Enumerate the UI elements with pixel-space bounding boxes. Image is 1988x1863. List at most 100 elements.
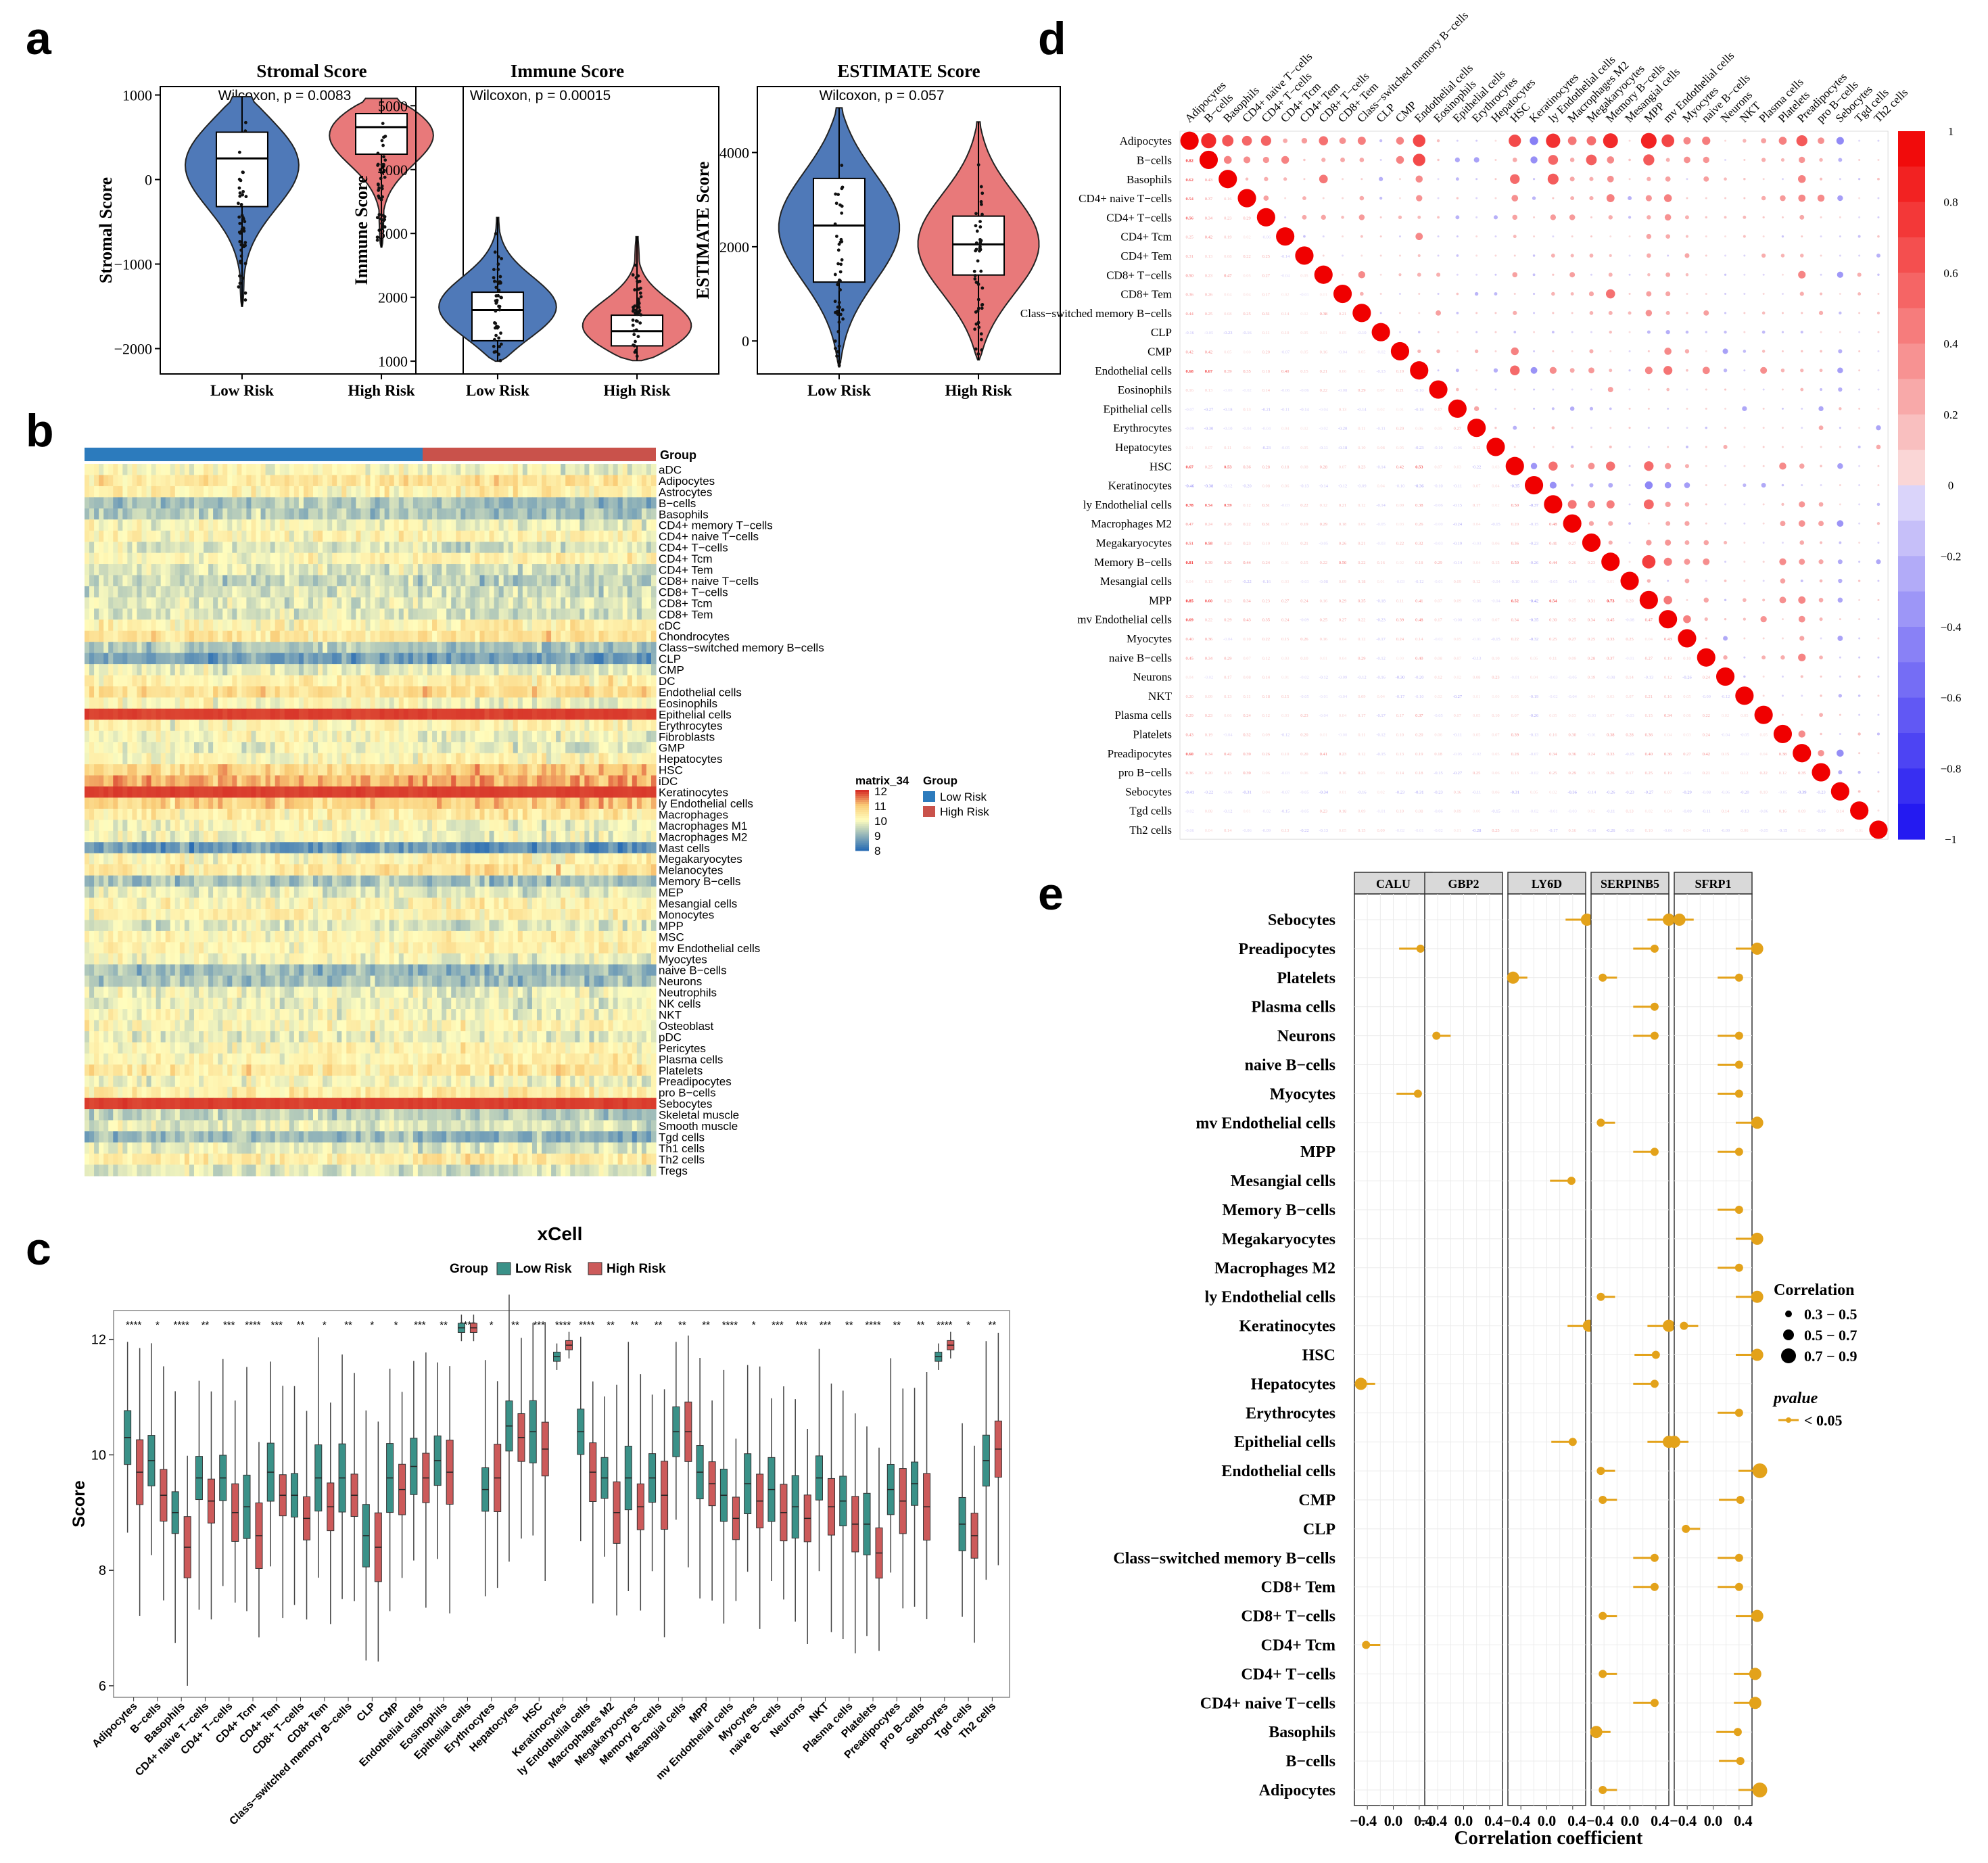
heatmap-cell (384, 542, 390, 554)
heatmap-cell (375, 586, 381, 598)
heatmap-cell (94, 608, 99, 620)
heatmap-cell (531, 586, 538, 598)
heatmap-cell (451, 530, 456, 542)
heatmap-cell (318, 864, 323, 876)
heatmap-cell (232, 742, 237, 754)
heatmap-cell (174, 753, 181, 765)
heatmap-cell (442, 597, 447, 609)
heatmap-cell (475, 753, 481, 765)
heatmap-cell (489, 564, 495, 576)
heatmap-cell (456, 697, 461, 709)
heatmap-cell (484, 875, 490, 887)
heatmap-cell (160, 552, 166, 565)
heatmap-cell (327, 597, 333, 609)
heatmap-cell (460, 820, 466, 832)
heatmap-cell (141, 464, 147, 476)
heatmap-cell (265, 619, 271, 632)
heatmap-cell (375, 597, 381, 609)
heatmap-cell (122, 864, 128, 876)
heatmap-cell (394, 519, 400, 532)
heatmap-cell (246, 875, 252, 887)
heatmap-cell (156, 630, 162, 642)
heatmap-cell (508, 675, 514, 687)
heatmap-cell (412, 720, 419, 732)
heatmap-cell (251, 786, 257, 799)
heatmap-cell (370, 697, 376, 709)
heatmap-cell (251, 464, 257, 476)
heatmap-cell (337, 775, 342, 787)
heatmap-cell (108, 842, 114, 854)
heatmap-cell (189, 497, 195, 509)
heatmap-cell (442, 542, 447, 554)
heatmap-cell (132, 575, 138, 587)
heatmap-cell (561, 675, 566, 687)
heatmap-cell (132, 630, 138, 642)
heatmap-cell (189, 753, 195, 765)
heatmap-cell (156, 597, 162, 609)
heatmap-cell (603, 753, 609, 765)
heatmap-cell (293, 530, 300, 542)
heatmap-cell (303, 730, 309, 742)
heatmap-cell (565, 742, 571, 754)
data-point (238, 239, 242, 243)
heatmap-cell (575, 552, 580, 565)
data-point (499, 296, 503, 300)
heatmap-cell (589, 519, 595, 532)
heatmap-cell (608, 575, 614, 587)
heatmap-cell (246, 630, 252, 642)
heatmap-cell (184, 842, 190, 854)
heatmap-cell (636, 864, 642, 876)
heatmap-cell (246, 464, 252, 476)
heatmap-cell (608, 864, 614, 876)
heatmap-cell (132, 664, 138, 676)
heatmap-cell (589, 697, 595, 709)
heatmap-cell (460, 642, 466, 654)
heatmap-cell (227, 653, 233, 665)
data-point (238, 222, 242, 225)
heatmap-cell (561, 497, 566, 509)
heatmap-cell (565, 642, 571, 654)
heatmap-cell (479, 608, 486, 620)
heatmap-cell (513, 875, 519, 887)
heatmap-cell (122, 742, 128, 754)
heatmap-cell (237, 764, 242, 776)
heatmap-cell (341, 797, 347, 809)
heatmap-cell (432, 597, 437, 609)
heatmap-cell (584, 542, 590, 554)
heatmap-cell (275, 830, 281, 843)
heatmap-cell (156, 742, 162, 754)
heatmap-cell (318, 619, 323, 632)
heatmap-cell (513, 742, 519, 754)
heatmap-cell (170, 720, 176, 732)
heatmap-cell (451, 742, 456, 754)
heatmap-cell (313, 753, 318, 765)
heatmap-cell (213, 475, 218, 487)
heatmap-cell (332, 853, 337, 865)
heatmap-cell (432, 530, 437, 542)
heatmap-cell (636, 808, 642, 820)
heatmap-cell (265, 697, 271, 709)
heatmap-cell (422, 708, 428, 720)
heatmap-cell (442, 586, 447, 598)
heatmap-cell (346, 464, 352, 476)
heatmap-cell (584, 775, 590, 787)
heatmap-cell (417, 597, 423, 609)
heatmap-cell (218, 608, 223, 620)
data-point (637, 287, 641, 291)
heatmap-cell (641, 552, 647, 565)
heatmap-cell (408, 686, 414, 699)
heatmap-cell (522, 808, 528, 820)
heatmap-cell (575, 486, 580, 498)
heatmap-cell (251, 764, 257, 776)
heatmap-cell (241, 630, 247, 642)
heatmap-cell (113, 708, 118, 720)
heatmap-cell (556, 820, 561, 832)
heatmap-cell (99, 619, 104, 632)
heatmap-cell (99, 708, 104, 720)
heatmap-cell (613, 753, 619, 765)
heatmap-cell (561, 842, 566, 854)
heatmap-cell (617, 497, 623, 509)
heatmap-cell (318, 552, 323, 565)
heatmap-cell (337, 786, 342, 799)
heatmap-cell (408, 608, 414, 620)
